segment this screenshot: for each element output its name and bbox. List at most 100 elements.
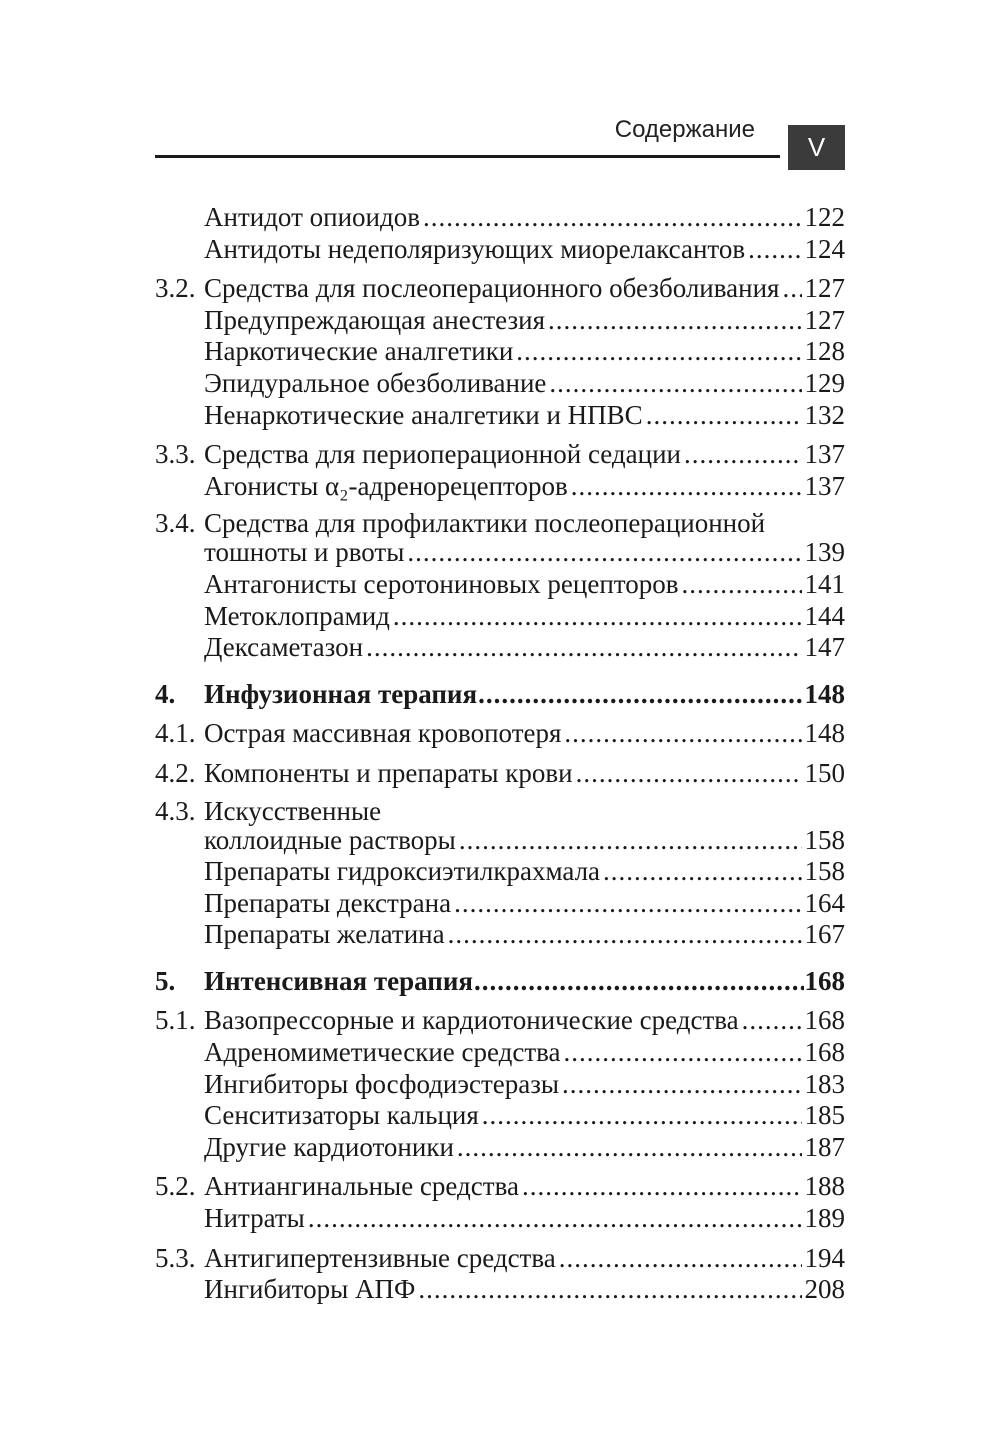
toc-section: 3.3. Средства для периоперационной седаци…	[155, 439, 845, 502]
toc-section: 5.3.Антигипертензивные средства194Ингиби…	[155, 1243, 845, 1306]
entry-page: 127	[804, 304, 846, 335]
toc-entry[interactable]: 5.2. Антиангинальные средства 188	[155, 1171, 845, 1203]
dot-leader	[482, 1100, 802, 1132]
entry-number: 4.1.	[155, 718, 196, 749]
entry-number: 3.4.	[155, 508, 196, 539]
entry-title-first-line: Средства для профилактики послеоперацион…	[204, 508, 766, 539]
entry-title: Острая массивная кровопотеря	[204, 718, 562, 749]
entry-title: тошноты и рвоты	[204, 537, 405, 568]
toc-entry[interactable]: 4. Инфузионная терапия 148	[155, 679, 845, 711]
dot-leader	[549, 368, 801, 400]
toc-entry[interactable]: Ингибиторы АПФ 208	[155, 1274, 845, 1306]
entry-page: 137	[804, 470, 846, 501]
entry-number: 4.2.	[155, 757, 196, 788]
toc-chapter: 4. Инфузионная терапия 148	[155, 679, 845, 711]
dot-leader	[448, 919, 802, 951]
toc-entry[interactable]: Сенситизаторы кальция 185	[155, 1100, 845, 1132]
dot-leader	[559, 1243, 802, 1275]
toc-entry[interactable]: Наркотические аналгетики 128	[155, 336, 845, 368]
entry-page: 147	[804, 632, 846, 663]
toc-entry[interactable]: 3.3. Средства для периоперационной седаци…	[155, 439, 845, 471]
entry-page: 124	[804, 233, 846, 264]
dot-leader	[576, 758, 802, 790]
entry-title: Вазопрессорные и кардиотонические средст…	[204, 1005, 739, 1036]
toc-entry[interactable]: 5.1. Вазопрессорные и кардиотонические ср…	[155, 1005, 845, 1037]
page-number: V	[807, 132, 826, 162]
toc-entry[interactable]: Дексаметазон 147	[155, 632, 845, 664]
toc-entry[interactable]: Адреномиметические средства 168	[155, 1037, 845, 1069]
entry-page: 139	[804, 537, 846, 568]
entry-page: 187	[804, 1131, 846, 1162]
dot-leader	[459, 825, 802, 857]
dot-leader	[684, 439, 802, 471]
dot-leader	[646, 400, 802, 432]
toc-section: 4.2. Компоненты и препараты крови 150	[155, 758, 845, 790]
entry-title: Антидот опиоидов	[204, 202, 420, 232]
entry-title: Нитраты	[204, 1203, 305, 1234]
toc-entry[interactable]: Нитраты 189	[155, 1203, 845, 1235]
dot-leader	[522, 1171, 802, 1203]
entry-title: Антидоты недеполяризующих миорелаксантов	[204, 233, 746, 264]
entry-page: 185	[804, 1100, 846, 1131]
toc-entry[interactable]: 3.2. Средства для послеоперационного обез…	[155, 273, 845, 305]
dot-leader	[564, 1037, 802, 1069]
dot-leader	[548, 305, 801, 337]
toc-entry[interactable]: 5.3. Антигипертензивные средства 194	[155, 1243, 845, 1275]
entry-number: 3.3.	[155, 439, 196, 470]
entry-page: 208	[804, 1274, 846, 1305]
toc-entry[interactable]: 4.2. Компоненты и препараты крови 150	[155, 758, 845, 790]
toc-entry[interactable]: Эпидуральное обезболивание 129	[155, 368, 845, 400]
entry-title: Ингибиторы АПФ	[204, 1274, 416, 1305]
toc-entry[interactable]: коллоидные растворы 158	[155, 825, 845, 857]
entry-title: Эпидуральное обезболивание	[204, 367, 547, 398]
toc-entry[interactable]: Ингибиторы фосфодиэстеразы 183	[155, 1069, 845, 1101]
toc-entry[interactable]: Антидоты недеполяризующих миорелаксантов…	[155, 234, 845, 266]
table-of-contents: Антидот опиоидов122Антидоты недеполяризу…	[155, 202, 845, 1306]
entry-page: 137	[804, 439, 846, 470]
entry-title: Агонисты α₂-адренорецепторов	[204, 470, 568, 501]
entry-title: Средства для периоперационной седации	[204, 439, 681, 470]
entry-title: Антигипертензивные средства	[204, 1242, 556, 1273]
toc-entry[interactable]: Предупреждающая анестезия 127	[155, 305, 845, 337]
entry-page: 183	[804, 1068, 846, 1099]
dot-leader	[478, 679, 803, 711]
toc-entry[interactable]: Препараты желатина 167	[155, 919, 845, 951]
toc-entry[interactable]: тошноты и рвоты 139	[155, 537, 845, 569]
toc-entry[interactable]: Другие кардиотоники 187	[155, 1132, 845, 1164]
entry-title: Антиангинальные средства	[204, 1171, 519, 1202]
entry-title: Ненаркотические аналгетики и НПВС	[204, 399, 643, 430]
dot-leader	[748, 234, 801, 266]
entry-page: 128	[804, 336, 846, 367]
entry-title: Предупреждающая анестезия	[204, 304, 546, 335]
entry-title: Сенситизаторы кальция	[204, 1100, 479, 1131]
entry-page: 188	[804, 1171, 846, 1202]
dot-leader	[681, 569, 801, 601]
toc-entry[interactable]: 4.1. Острая массивная кровопотеря 148	[155, 718, 845, 750]
dot-leader	[393, 601, 802, 633]
entry-title: Метоклопрамид	[204, 600, 390, 631]
dot-leader	[366, 632, 801, 664]
toc-entry[interactable]: Агонисты α₂-адренорецепторов 137	[155, 471, 845, 503]
entry-page: 194	[804, 1242, 846, 1273]
toc-entry[interactable]: Препараты гидроксиэтилкрахмала 158	[155, 856, 845, 888]
toc-entry[interactable]: Препараты декстрана 164	[155, 888, 845, 920]
toc-entry[interactable]: Метоклопрамид 144	[155, 601, 845, 633]
dot-leader	[418, 1274, 801, 1306]
toc-entry[interactable]: Ненаркотические аналгетики и НПВС 132	[155, 400, 845, 432]
entry-number: 4.3.	[155, 795, 196, 826]
dot-leader	[308, 1203, 802, 1235]
toc-entry-first-line: 4.3. Искусственные	[155, 795, 845, 826]
toc-entry[interactable]: Антагонисты серотониновых рецепторов 141	[155, 569, 845, 601]
toc-section: 5.2. Антиангинальные средства 188 Нитраты 18…	[155, 1171, 845, 1234]
entry-page: 144	[804, 600, 846, 631]
dot-leader	[423, 202, 802, 234]
toc-entry[interactable]: Антидот опиоидов 122	[155, 202, 845, 234]
dot-leader	[564, 718, 801, 750]
toc-entry[interactable]: 5. Интенсивная терапия 168	[155, 966, 845, 998]
dot-leader	[454, 888, 801, 920]
entry-title: Препараты гидроксиэтилкрахмала	[204, 856, 601, 887]
dot-leader	[407, 537, 801, 569]
toc-section: Антидот опиоидов122Антидоты недеполяризу…	[155, 202, 845, 265]
dot-leader	[516, 336, 801, 368]
